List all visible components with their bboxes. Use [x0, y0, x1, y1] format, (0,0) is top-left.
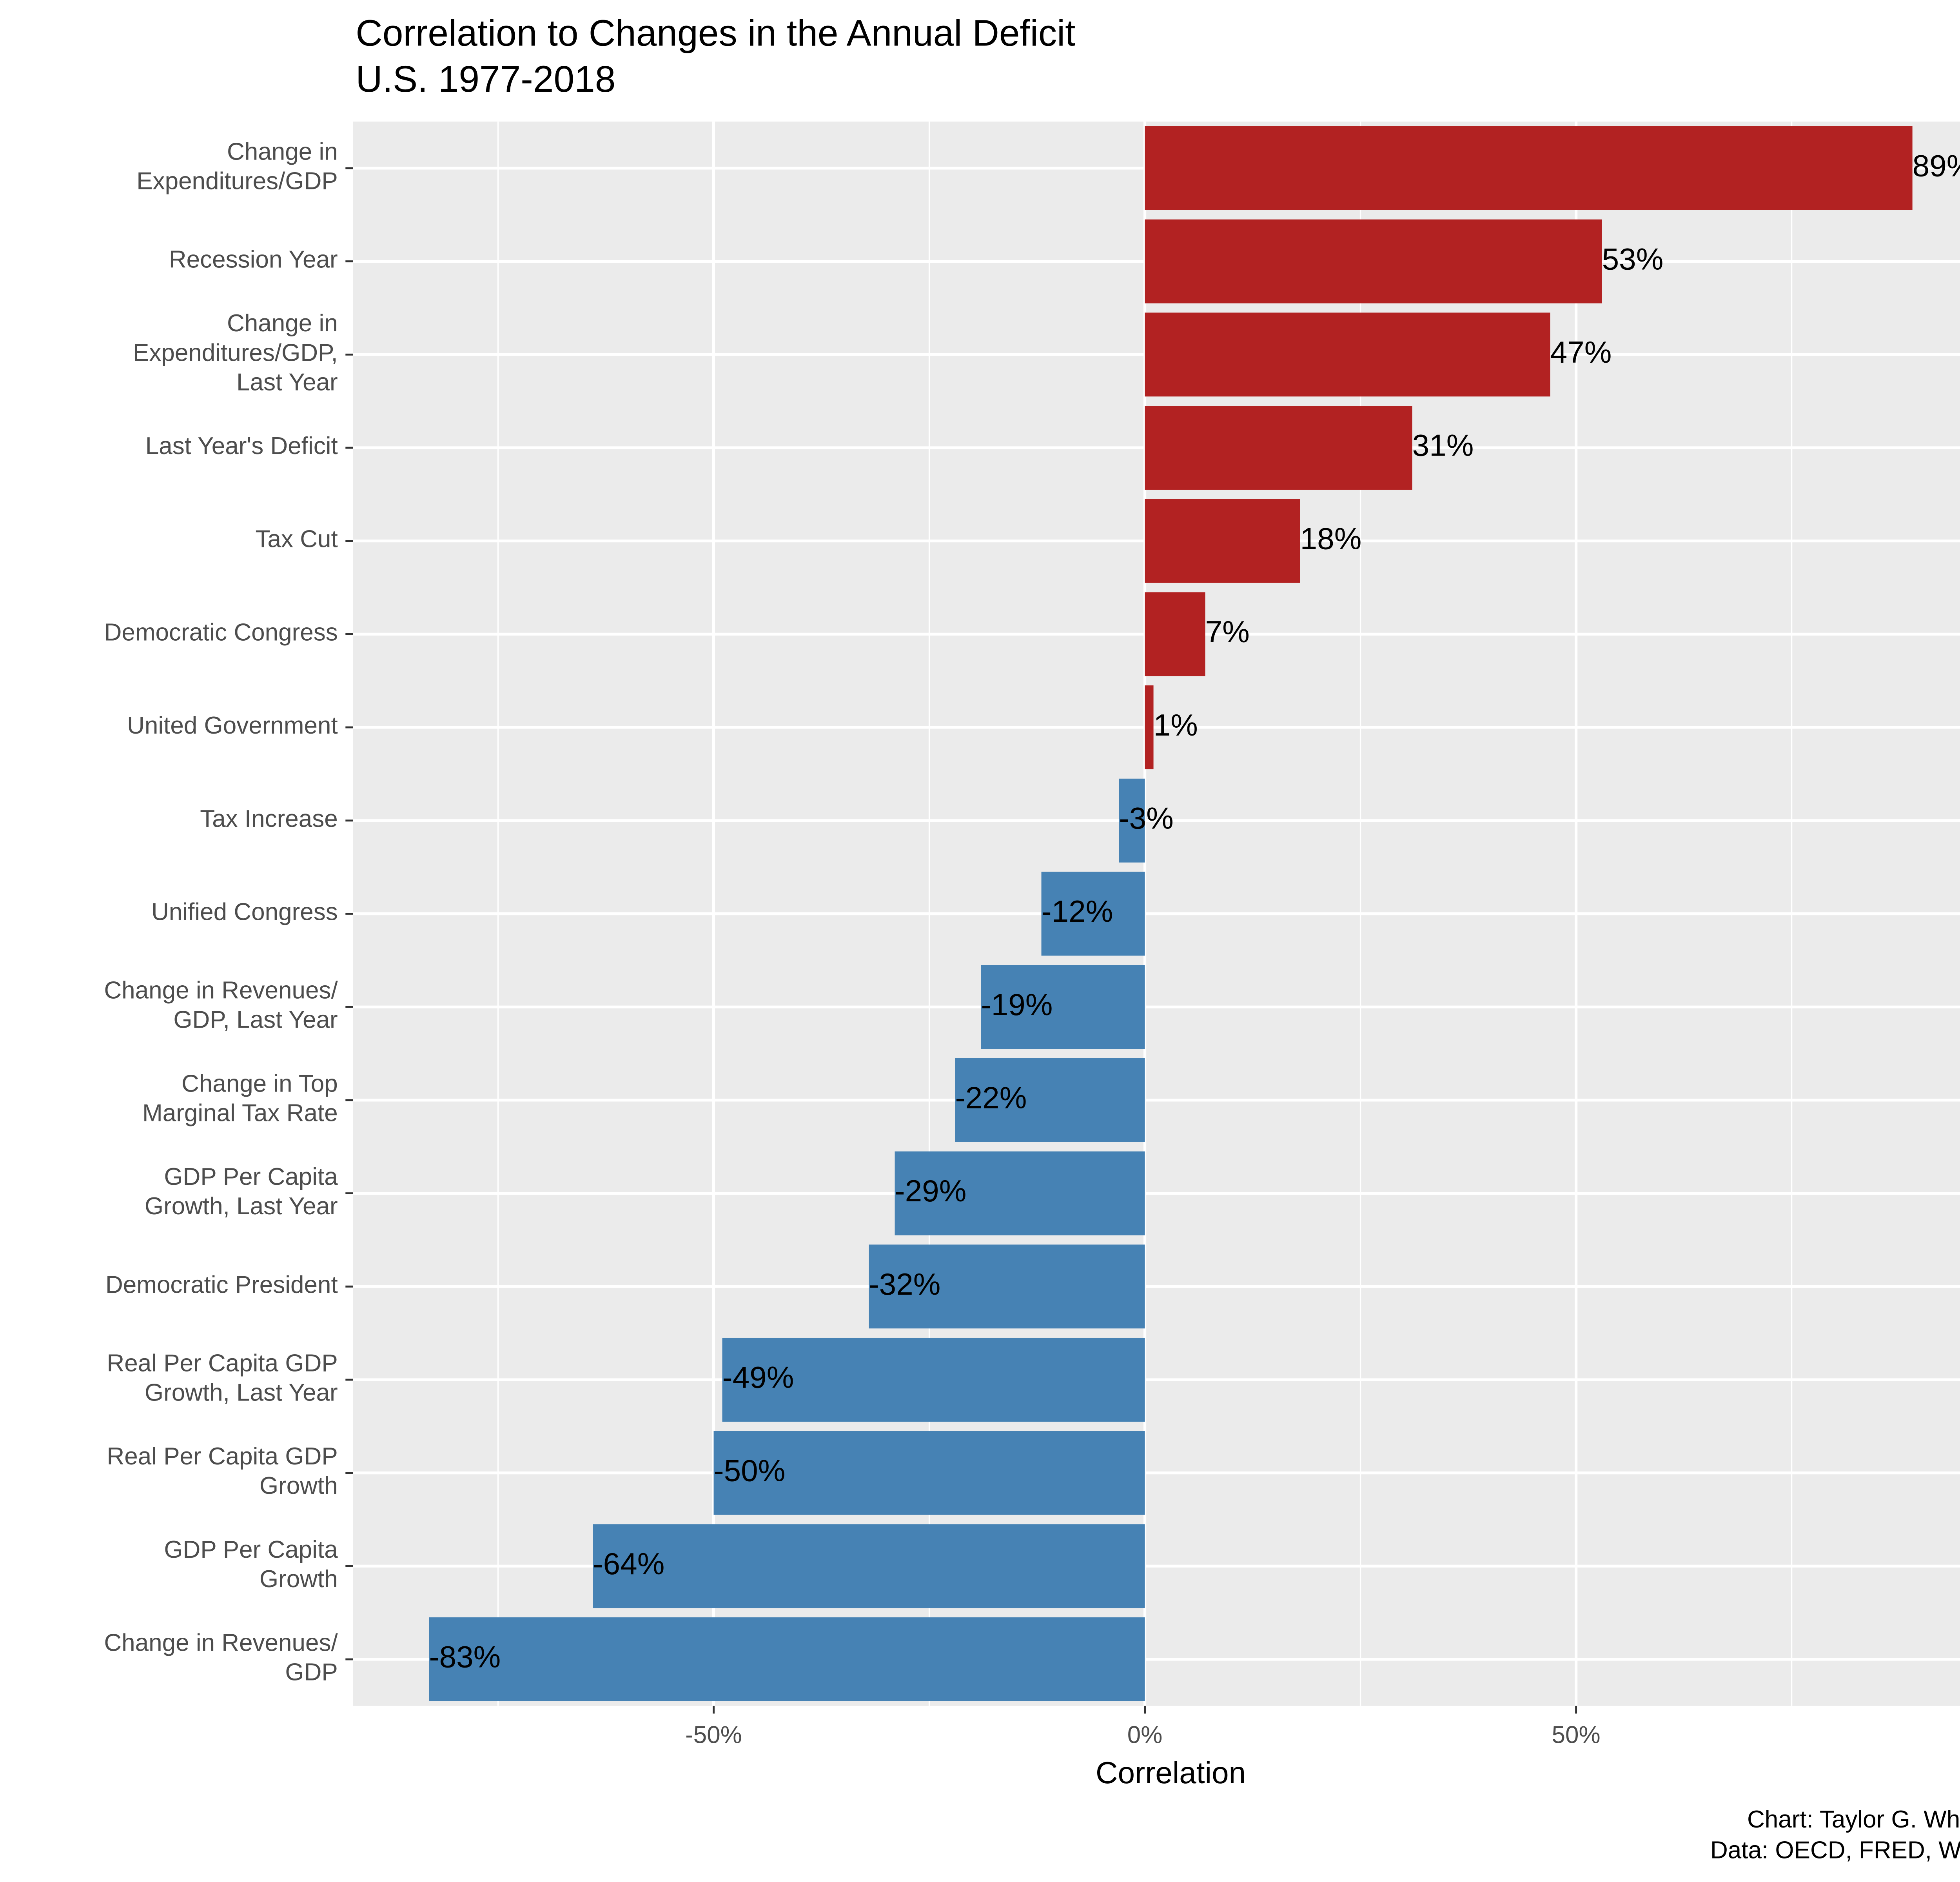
y-tick-label: Democratic President	[105, 1272, 338, 1299]
bar	[1145, 312, 1550, 397]
y-tick-label: Last Year's Deficit	[145, 432, 338, 460]
bar	[722, 1337, 1145, 1422]
y-tick-label: Change in Expenditures/GDP	[136, 138, 338, 195]
value-label: -64%	[593, 1546, 665, 1581]
bar	[981, 965, 1145, 1049]
caption: Chart: Taylor G. White	[1747, 1806, 1960, 1833]
y-tick-label: Change in Top Marginal Tax Rate	[142, 1070, 338, 1127]
y-tick-label: Tax Cut	[256, 526, 338, 553]
bar	[955, 1058, 1145, 1142]
value-label: -29%	[895, 1174, 967, 1208]
caption: Data: OECD, FRED, WDI	[1710, 1837, 1960, 1864]
y-tick-label: Real Per Capita GDP Growth	[107, 1443, 338, 1499]
value-label: -22%	[955, 1081, 1027, 1115]
value-label: 18%	[1300, 521, 1362, 556]
y-tick-label: Tax Increase	[200, 805, 338, 832]
bar	[713, 1431, 1145, 1515]
bar	[1041, 872, 1145, 956]
y-tick-label: Change in Revenues/GDP	[104, 1629, 338, 1686]
bar	[869, 1244, 1145, 1329]
value-label: -50%	[714, 1453, 786, 1488]
chart-title: Correlation to Changes in the Annual Def…	[356, 12, 1075, 54]
y-tick-label: Change in Expenditures/GDP, Last Year	[133, 310, 338, 396]
x-tick-label: 0%	[1127, 1722, 1163, 1749]
y-tick-label: United Government	[127, 712, 338, 739]
bar	[895, 1151, 1145, 1235]
y-tick-label: Recession Year	[169, 246, 338, 273]
value-label: -32%	[869, 1267, 941, 1301]
bar	[1145, 219, 1602, 303]
value-label: 31%	[1412, 428, 1474, 463]
bar	[1145, 406, 1412, 490]
value-label: -19%	[981, 987, 1053, 1022]
value-label: -12%	[1042, 894, 1113, 928]
value-label: -3%	[1119, 801, 1174, 835]
bar	[1145, 592, 1205, 676]
value-label: 47%	[1550, 335, 1612, 369]
x-tick-label: -50%	[685, 1722, 742, 1749]
bar	[1119, 778, 1145, 863]
bar	[1145, 126, 1913, 210]
value-label: 53%	[1602, 242, 1664, 276]
value-label: 7%	[1205, 614, 1250, 649]
y-tick-label: GDP Per Capita Growth	[164, 1536, 338, 1593]
y-tick-label: Change in Revenues/GDP, Last Year	[104, 977, 338, 1034]
bar	[1145, 685, 1154, 770]
value-label: -83%	[429, 1640, 501, 1674]
x-tick-label: 50%	[1552, 1722, 1601, 1749]
y-tick-label: Real Per Capita GDP Growth, Last Year	[107, 1350, 338, 1406]
bar	[1145, 499, 1300, 583]
x-axis-label: Correlation	[1096, 1755, 1246, 1790]
value-label: 1%	[1154, 708, 1198, 742]
value-label: -49%	[722, 1360, 794, 1395]
y-tick-label: Democratic Congress	[104, 619, 338, 646]
y-tick-label: GDP Per Capita Growth, Last Year	[145, 1163, 338, 1220]
bar	[593, 1524, 1145, 1608]
chart-subtitle: U.S. 1977-2018	[356, 58, 615, 100]
value-label: 89%	[1913, 149, 1960, 183]
bar	[429, 1617, 1145, 1701]
y-tick-label: Unified Congress	[151, 899, 338, 926]
